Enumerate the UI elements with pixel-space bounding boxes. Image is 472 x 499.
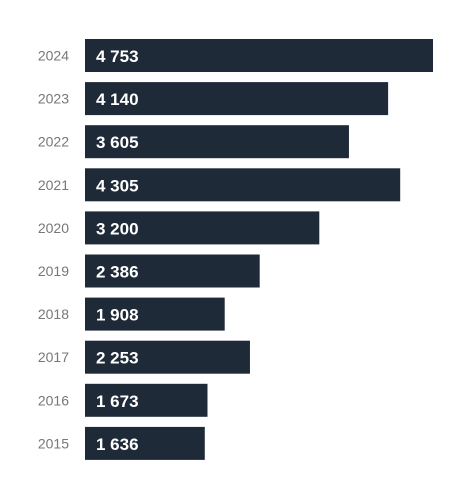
bar-2015: [85, 426, 205, 460]
category-label-2016: 2016: [38, 392, 69, 408]
bar-2017: [85, 340, 250, 374]
bar-2016: [85, 383, 208, 417]
category-label-2021: 2021: [38, 177, 69, 193]
bar-2021: [85, 168, 401, 202]
bar-2024: [85, 39, 433, 72]
bar-2023: [85, 82, 389, 116]
category-label-2020: 2020: [38, 220, 69, 236]
value-label-2021: 4 305: [96, 176, 139, 195]
category-label-2018: 2018: [38, 306, 69, 322]
bar-2020: [85, 211, 320, 245]
value-label-2020: 3 200: [96, 219, 139, 238]
value-label-2024: 4 753: [96, 47, 139, 66]
bar-2022: [85, 125, 349, 159]
category-label-2015: 2015: [38, 435, 69, 451]
category-label-2017: 2017: [38, 349, 69, 365]
bar-2018: [85, 297, 225, 331]
value-label-2022: 3 605: [96, 133, 139, 152]
value-label-2023: 4 140: [96, 90, 139, 109]
category-label-2024: 2024: [38, 48, 69, 64]
category-label-2023: 2023: [38, 91, 69, 107]
value-label-2019: 2 386: [96, 263, 139, 282]
value-label-2017: 2 253: [96, 349, 139, 368]
value-label-2016: 1 673: [96, 392, 139, 411]
category-label-2022: 2022: [38, 134, 69, 150]
value-label-2018: 1 908: [96, 306, 139, 325]
value-label-2015: 1 636: [96, 435, 139, 454]
category-label-2019: 2019: [38, 263, 69, 279]
bar-2019: [85, 254, 260, 288]
